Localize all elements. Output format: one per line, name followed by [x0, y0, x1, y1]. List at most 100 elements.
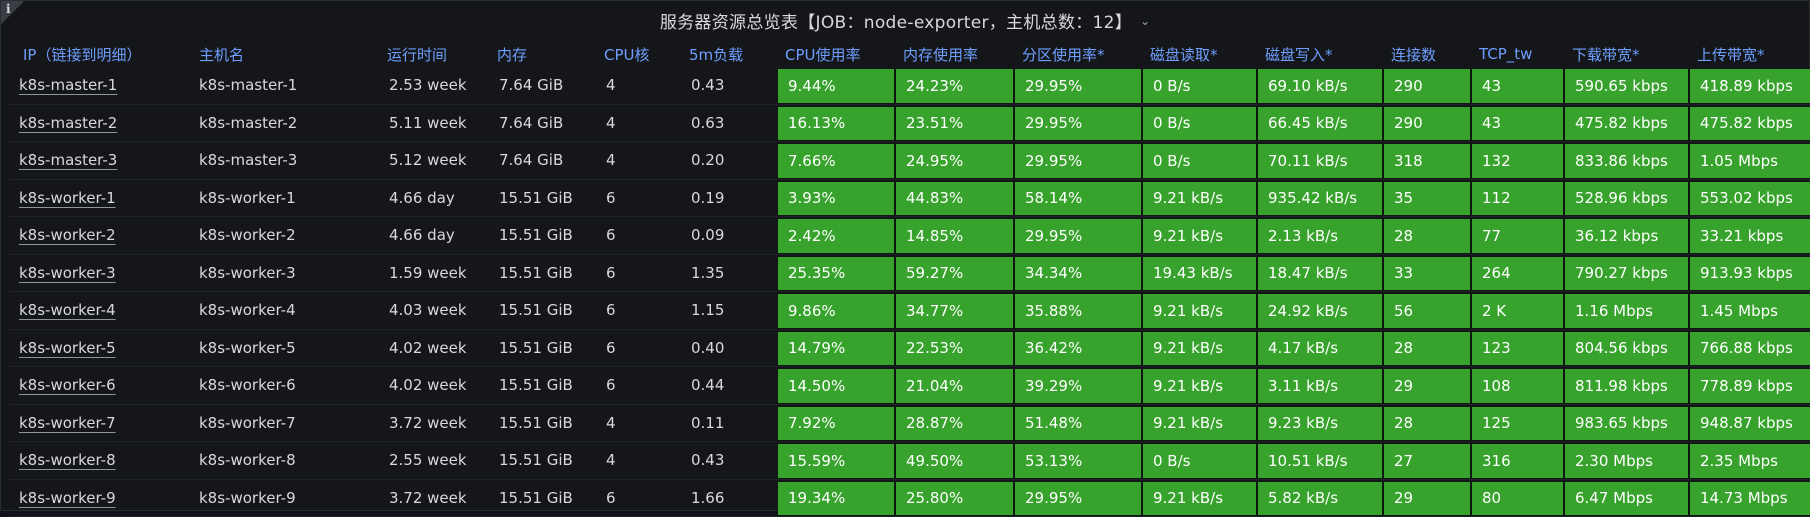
column-header-mem-usage[interactable]: 内存使用率 — [895, 41, 1014, 67]
ip-link[interactable]: k8s-worker-1 — [9, 180, 189, 217]
cell-cpu-cores: 6 — [596, 217, 681, 254]
column-header-memory[interactable]: 内存 — [489, 41, 596, 67]
column-header-cpu-usage[interactable]: CPU使用率 — [777, 41, 895, 67]
column-header-load-5m[interactable]: 5m负载 — [681, 41, 777, 67]
cell-tcp-tw: 2 K — [1471, 293, 1564, 329]
ip-link[interactable]: k8s-worker-6 — [9, 367, 189, 404]
cell-uptime: 4.02 week — [379, 367, 489, 404]
column-header-uptime[interactable]: 运行时间 — [379, 41, 489, 67]
cell-mem-usage: 24.95% — [895, 143, 1014, 179]
column-header-download-bandwidth[interactable]: 下载带宽* — [1564, 41, 1689, 67]
panel-header[interactable]: 服务器资源总览表【JOB：node-exporter，主机总数：12】 ⌄ — [1, 1, 1809, 39]
cell-memory: 7.64 GiB — [489, 67, 596, 104]
cell-cpu-usage: 3.93% — [777, 181, 895, 217]
cell-hostname: k8s-master-2 — [189, 105, 379, 142]
cell-disk-write: 3.11 kB/s — [1257, 368, 1383, 404]
cell-cpu-usage: 14.79% — [777, 331, 895, 367]
cell-upload-bandwidth: 475.82 kbps — [1689, 106, 1810, 142]
cell-partition-usage: 58.14% — [1014, 181, 1142, 217]
cell-cpu-cores: 6 — [596, 292, 681, 329]
column-header-disk-read[interactable]: 磁盘读取* — [1142, 41, 1257, 67]
cell-download-bandwidth: 528.96 kbps — [1564, 181, 1689, 217]
ip-link[interactable]: k8s-master-3 — [9, 142, 189, 179]
cell-disk-read: 19.43 kB/s — [1142, 256, 1257, 292]
ip-link[interactable]: k8s-worker-2 — [9, 217, 189, 254]
cell-connections: 29 — [1383, 368, 1471, 404]
cell-memory: 15.51 GiB — [489, 330, 596, 367]
cell-cpu-cores: 6 — [596, 255, 681, 292]
ip-link[interactable]: k8s-master-1 — [9, 67, 189, 104]
ip-link[interactable]: k8s-worker-3 — [9, 255, 189, 292]
column-header-connections[interactable]: 连接数 — [1383, 41, 1471, 67]
panel-title[interactable]: 服务器资源总览表【JOB：node-exporter，主机总数：12】 — [660, 8, 1132, 33]
cell-disk-read: 9.21 kB/s — [1142, 406, 1257, 442]
cell-cpu-usage: 9.86% — [777, 293, 895, 329]
cell-disk-read: 0 B/s — [1142, 68, 1257, 104]
cell-memory: 15.51 GiB — [489, 217, 596, 254]
cell-tcp-tw: 264 — [1471, 256, 1564, 292]
cell-connections: 35 — [1383, 181, 1471, 217]
cell-disk-write: 10.51 kB/s — [1257, 443, 1383, 479]
cell-load-5m: 0.09 — [681, 217, 777, 254]
cell-mem-usage: 24.23% — [895, 68, 1014, 104]
chevron-down-icon[interactable]: ⌄ — [1140, 14, 1150, 28]
cell-memory: 15.51 GiB — [489, 255, 596, 292]
cell-load-5m: 0.43 — [681, 67, 777, 104]
ip-link[interactable]: k8s-worker-7 — [9, 405, 189, 442]
cell-cpu-usage: 9.44% — [777, 68, 895, 104]
cell-uptime: 4.66 day — [379, 180, 489, 217]
cell-mem-usage: 59.27% — [895, 256, 1014, 292]
cell-tcp-tw: 123 — [1471, 331, 1564, 367]
ip-link[interactable]: k8s-worker-5 — [9, 330, 189, 367]
cell-tcp-tw: 125 — [1471, 406, 1564, 442]
cell-uptime: 2.53 week — [379, 67, 489, 104]
cell-download-bandwidth: 811.98 kbps — [1564, 368, 1689, 404]
cell-cpu-cores: 6 — [596, 330, 681, 367]
column-header-hostname[interactable]: 主机名 — [189, 41, 379, 67]
cell-mem-usage: 34.77% — [895, 293, 1014, 329]
cell-download-bandwidth: 36.12 kbps — [1564, 218, 1689, 254]
cell-disk-read: 0 B/s — [1142, 106, 1257, 142]
cell-download-bandwidth: 804.56 kbps — [1564, 331, 1689, 367]
cell-load-5m: 0.40 — [681, 330, 777, 367]
column-header-disk-write[interactable]: 磁盘写入* — [1257, 41, 1383, 67]
column-header-tcp-tw[interactable]: TCP_tw — [1471, 41, 1564, 67]
cell-cpu-cores: 4 — [596, 105, 681, 142]
column-header-cpu-cores[interactable]: CPU核 — [596, 41, 681, 67]
ip-link[interactable]: k8s-worker-8 — [9, 442, 189, 479]
ip-link[interactable]: k8s-master-2 — [9, 105, 189, 142]
cell-tcp-tw: 43 — [1471, 106, 1564, 142]
cell-disk-read: 9.21 kB/s — [1142, 368, 1257, 404]
cell-hostname: k8s-worker-1 — [189, 180, 379, 217]
cell-memory: 15.51 GiB — [489, 367, 596, 404]
column-header-ip[interactable]: IP（链接到明细） — [9, 41, 189, 67]
cell-disk-write: 935.42 kB/s — [1257, 181, 1383, 217]
column-header-partition-usage[interactable]: 分区使用率* — [1014, 41, 1142, 67]
cell-uptime: 5.12 week — [379, 142, 489, 179]
cell-load-5m: 0.44 — [681, 367, 777, 404]
cell-connections: 33 — [1383, 256, 1471, 292]
cell-tcp-tw: 108 — [1471, 368, 1564, 404]
cell-memory: 15.51 GiB — [489, 405, 596, 442]
cell-memory: 7.64 GiB — [489, 105, 596, 142]
cell-partition-usage: 34.34% — [1014, 256, 1142, 292]
cell-tcp-tw: 316 — [1471, 443, 1564, 479]
cell-connections: 290 — [1383, 106, 1471, 142]
cell-partition-usage: 29.95% — [1014, 68, 1142, 104]
cell-partition-usage: 53.13% — [1014, 443, 1142, 479]
cell-download-bandwidth: 2.30 Mbps — [1564, 443, 1689, 479]
cell-upload-bandwidth: 778.89 kbps — [1689, 368, 1810, 404]
cell-hostname: k8s-worker-7 — [189, 405, 379, 442]
ip-link[interactable]: k8s-worker-4 — [9, 292, 189, 329]
cell-cpu-cores: 4 — [596, 142, 681, 179]
column-header-upload-bandwidth[interactable]: 上传带宽* — [1689, 41, 1810, 67]
cell-cpu-cores: 6 — [596, 367, 681, 404]
cell-uptime: 5.11 week — [379, 105, 489, 142]
